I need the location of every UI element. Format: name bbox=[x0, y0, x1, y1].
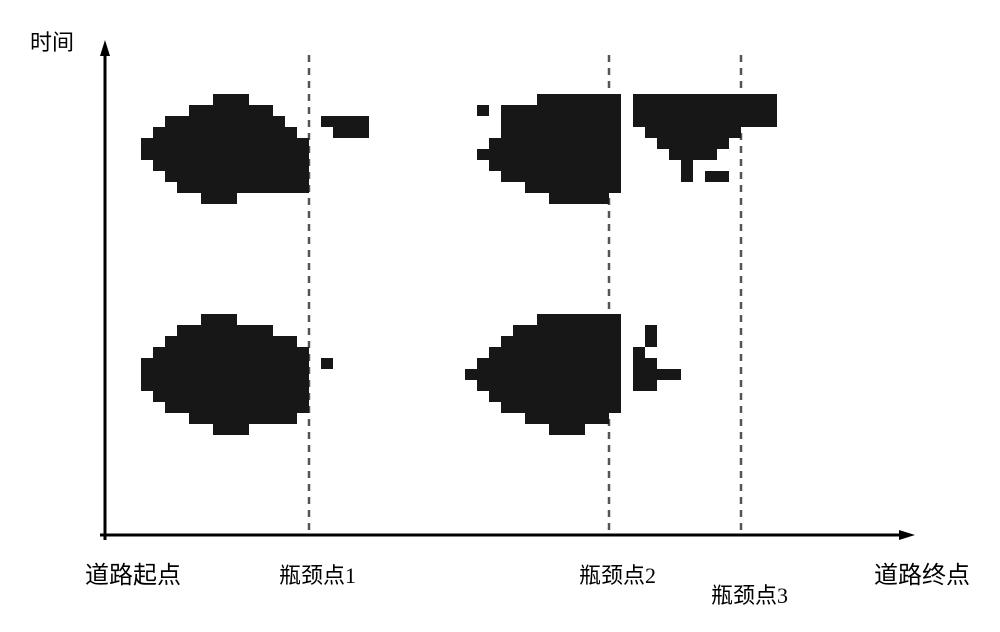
x-start-label: 道路起点 bbox=[85, 555, 181, 590]
bottleneck-2-label: 瓶颈点2 bbox=[579, 558, 656, 590]
traffic-spacetime-chart: 时间 道路起点 道路终点 瓶颈点1 瓶颈点2 瓶颈点3 bbox=[20, 20, 980, 612]
y-axis-label: 时间 bbox=[30, 25, 74, 57]
grid-cells-layer bbox=[100, 40, 920, 540]
bottleneck-1-label: 瓶颈点1 bbox=[279, 558, 356, 590]
x-end-label: 道路终点 bbox=[874, 555, 970, 590]
bottleneck-3-label: 瓶颈点3 bbox=[711, 578, 788, 610]
